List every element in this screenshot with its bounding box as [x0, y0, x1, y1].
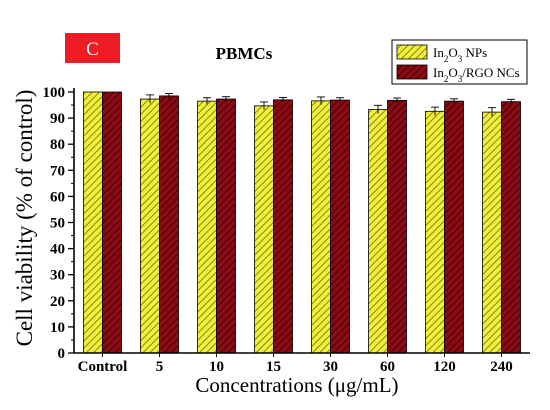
- bar-in2o3-nps-15: [254, 105, 274, 354]
- x-ticks-layer: Control 5 10 15 30 60 120 240: [78, 353, 513, 375]
- y-ticks-layer: 0 10 20 30 40 50 60 70 80 90 100: [43, 85, 74, 362]
- x-tick-label: 120: [433, 359, 456, 375]
- axes-layer: [73, 88, 530, 354]
- panel-label: C: [65, 33, 120, 63]
- y-axis-label: Cell viability (% of control): [12, 90, 37, 347]
- panel-label-text: C: [86, 39, 99, 60]
- y-tick-label: 10: [50, 320, 65, 336]
- error-bar-in2o3-nps-30: [317, 96, 325, 105]
- x-tick-label: 15: [266, 359, 281, 375]
- y-tick-label: 70: [50, 163, 65, 179]
- error-bar-in2o3-rgo-ncs-60: [393, 97, 401, 103]
- bar-in2o3-nps-control: [83, 91, 103, 354]
- y-tick-label: 40: [50, 242, 65, 258]
- x-axis-label: Concentrations (μg/mL): [195, 373, 398, 397]
- error-bar-in2o3-rgo-ncs-15: [279, 97, 287, 103]
- error-bars-layer: [146, 93, 515, 117]
- x-tick-label: 5: [156, 359, 164, 375]
- error-bar-in2o3-nps-60: [374, 104, 382, 114]
- error-bar-in2o3-rgo-ncs-10: [222, 96, 230, 102]
- x-tick-label: 10: [209, 359, 224, 375]
- y-tick-label: 30: [50, 268, 65, 284]
- bar-in2o3-rgo-ncs-15: [273, 99, 293, 354]
- bar-in2o3-rgo-ncs-control: [102, 91, 122, 354]
- bar-in2o3-rgo-ncs-5: [159, 95, 179, 354]
- y-tick-label: 80: [50, 137, 65, 153]
- y-tick-label: 100: [43, 85, 66, 101]
- error-bar-in2o3-rgo-ncs-5: [165, 93, 173, 99]
- error-bar-in2o3-nps-10: [203, 97, 211, 105]
- y-tick-label: 20: [50, 294, 65, 310]
- legend-label-in2o3-nps: In2O3 NPs: [433, 45, 487, 64]
- bar-in2o3-nps-60: [368, 109, 388, 354]
- y-tick-label: 0: [58, 346, 66, 362]
- bar-in2o3-nps-10: [197, 100, 217, 354]
- error-bar-in2o3-rgo-ncs-30: [336, 97, 344, 103]
- bar-in2o3-nps-5: [140, 98, 160, 354]
- bar-in2o3-rgo-ncs-60: [387, 99, 407, 354]
- x-tick-label: 240: [490, 359, 513, 375]
- x-tick-label: Control: [78, 359, 128, 375]
- bar-in2o3-nps-240: [482, 111, 502, 354]
- y-tick-label: 90: [50, 111, 65, 127]
- error-bar-in2o3-nps-120: [431, 106, 439, 116]
- error-bar-in2o3-nps-15: [260, 101, 268, 110]
- y-tick-label: 60: [50, 189, 65, 205]
- bar-in2o3-rgo-ncs-30: [330, 99, 350, 354]
- bars-layer: [83, 91, 521, 354]
- x-tick-label: 60: [380, 359, 395, 375]
- bar-in2o3-rgo-ncs-240: [501, 101, 521, 354]
- bar-in2o3-nps-120: [425, 110, 445, 354]
- legend-swatch-in2o3-nps: [396, 44, 428, 60]
- error-bar-in2o3-nps-5: [146, 94, 154, 104]
- legend-swatch-in2o3-rgo-ncs: [396, 64, 428, 80]
- error-bar-in2o3-rgo-ncs-120: [450, 98, 458, 104]
- panel-label-box: [65, 33, 120, 63]
- bar-in2o3-rgo-ncs-10: [216, 98, 236, 354]
- bar-in2o3-nps-30: [311, 100, 331, 354]
- bar-in2o3-rgo-ncs-120: [444, 100, 464, 354]
- error-bar-in2o3-rgo-ncs-240: [507, 98, 515, 105]
- legend-label-in2o3-rgo-ncs: In2O3/RGO NCs: [433, 65, 520, 84]
- x-tick-label: 30: [323, 359, 338, 375]
- y-tick-label: 50: [50, 216, 65, 232]
- error-bar-in2o3-nps-240: [488, 107, 496, 117]
- chart-title: PBMCs: [216, 44, 273, 63]
